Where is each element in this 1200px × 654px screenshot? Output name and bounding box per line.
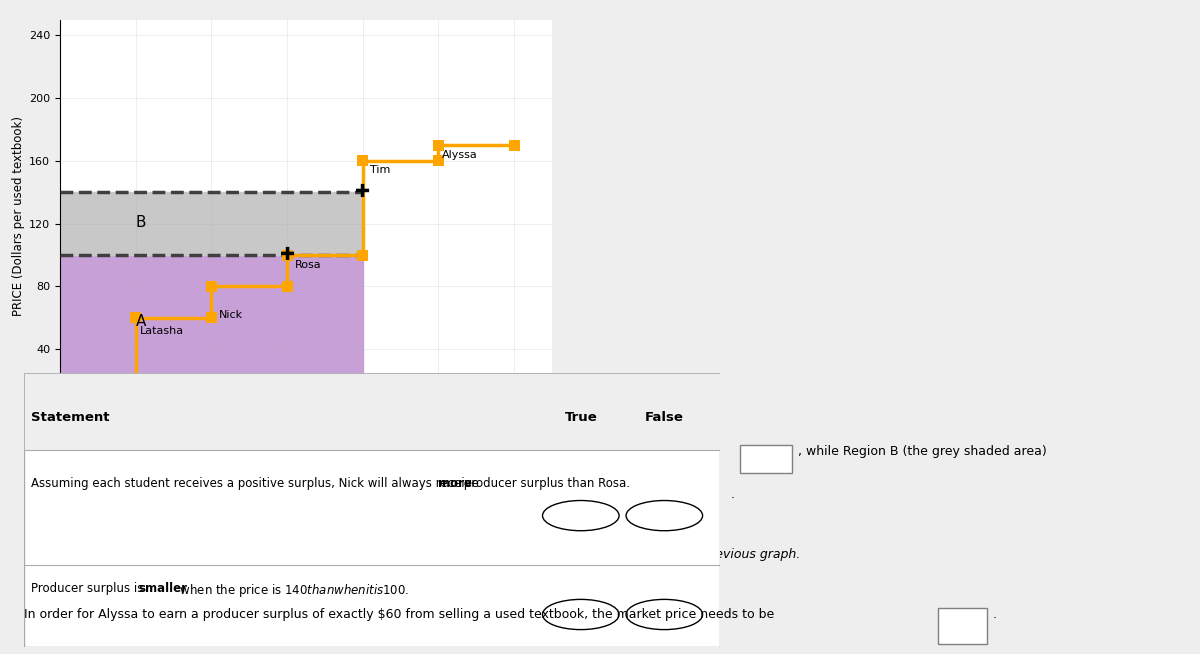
Text: .: .	[992, 608, 996, 621]
FancyBboxPatch shape	[937, 608, 986, 644]
Text: when the market price: when the market price	[341, 488, 482, 501]
Text: ✚: ✚	[280, 246, 295, 264]
Point	[50, 375, 70, 386]
Text: In order for Alyssa to earn a producer surplus of exactly $60 from selling a use: In order for Alyssa to earn a producer s…	[24, 608, 779, 621]
Text: Jake: Jake	[64, 385, 86, 395]
Text: producer surplus than Rosa.: producer surplus than Rosa.	[460, 477, 630, 490]
Text: Producer surplus is: Producer surplus is	[31, 581, 148, 594]
Text: ▼: ▼	[710, 488, 719, 498]
Text: A: A	[136, 314, 146, 329]
Text: smaller: smaller	[138, 581, 187, 594]
FancyBboxPatch shape	[24, 373, 720, 647]
Point	[202, 313, 221, 323]
Text: represents: represents	[24, 488, 91, 501]
Point	[126, 313, 145, 323]
FancyBboxPatch shape	[24, 373, 720, 450]
Text: Nick: Nick	[218, 310, 244, 320]
Text: False: False	[644, 411, 684, 424]
Text: B: B	[136, 215, 146, 230]
Text: ✚: ✚	[355, 183, 371, 201]
Point	[353, 250, 372, 260]
X-axis label: QUANTITY (Used textbooks): QUANTITY (Used textbooks)	[224, 436, 388, 449]
Point	[277, 281, 296, 292]
Text: True: True	[564, 411, 598, 424]
Text: In the following table, indicate which statements are true or false based on the: In the following table, indicate which s…	[24, 548, 800, 561]
Text: Tim: Tim	[371, 165, 391, 175]
Text: $: $	[743, 447, 751, 460]
Text: Latasha: Latasha	[139, 326, 184, 336]
Point	[353, 156, 372, 166]
Text: Region A (the purple shaded area) represents the total producer surplus when the: Region A (the purple shaded area) repres…	[24, 445, 641, 458]
Point	[428, 156, 448, 166]
Text: Assuming each student receives a positive surplus, Nick will always receive: Assuming each student receives a positiv…	[31, 477, 482, 490]
Text: ▼: ▼	[320, 488, 329, 498]
Point	[202, 281, 221, 292]
Text: Rosa: Rosa	[295, 260, 322, 269]
Text: $: $	[941, 610, 949, 623]
Text: Statement: Statement	[31, 411, 109, 424]
Point	[277, 250, 296, 260]
Text: , while Region B (the grey shaded area): , while Region B (the grey shaded area)	[798, 445, 1046, 458]
FancyBboxPatch shape	[740, 445, 792, 473]
Point	[504, 140, 523, 150]
Text: when the price is $140 than when it is $100.: when the price is $140 than when it is $…	[175, 581, 409, 598]
Text: .: .	[731, 488, 734, 501]
Y-axis label: PRICE (Dollars per used textbook): PRICE (Dollars per used textbook)	[12, 116, 25, 316]
Point	[126, 375, 145, 386]
Text: more: more	[438, 477, 473, 490]
Text: Alyssa: Alyssa	[443, 150, 478, 160]
Point	[428, 140, 448, 150]
